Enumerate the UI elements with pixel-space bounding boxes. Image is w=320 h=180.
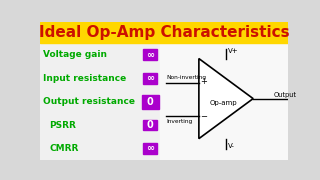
Text: Op-amp: Op-amp bbox=[210, 100, 237, 106]
Text: Non-inverting: Non-inverting bbox=[166, 75, 206, 80]
Text: +: + bbox=[200, 77, 207, 86]
Text: ∞: ∞ bbox=[146, 143, 154, 154]
Bar bbox=[143, 143, 157, 154]
Text: −: − bbox=[200, 112, 207, 121]
Polygon shape bbox=[199, 58, 253, 139]
Bar bbox=[143, 120, 157, 130]
Bar bbox=[143, 73, 157, 84]
Text: 0: 0 bbox=[147, 120, 153, 130]
Bar bbox=[160, 43, 288, 160]
Bar bbox=[40, 22, 288, 43]
Bar bbox=[40, 43, 160, 160]
Text: 0: 0 bbox=[147, 97, 153, 107]
Text: Ideal Op-Amp Characteristics: Ideal Op-Amp Characteristics bbox=[39, 25, 289, 40]
Text: Output resistance: Output resistance bbox=[43, 97, 135, 106]
Bar bbox=[141, 95, 159, 109]
Text: Output: Output bbox=[274, 92, 297, 98]
Text: Input resistance: Input resistance bbox=[43, 74, 126, 83]
Text: Voltage gain: Voltage gain bbox=[43, 50, 107, 59]
Text: V+: V+ bbox=[228, 48, 239, 54]
Text: CMRR: CMRR bbox=[49, 144, 79, 153]
Text: V-: V- bbox=[228, 143, 235, 149]
Bar bbox=[143, 50, 157, 60]
Text: Inverting: Inverting bbox=[166, 119, 193, 124]
Text: ∞: ∞ bbox=[146, 73, 154, 83]
Text: ∞: ∞ bbox=[146, 50, 154, 60]
Text: PSRR: PSRR bbox=[49, 121, 76, 130]
